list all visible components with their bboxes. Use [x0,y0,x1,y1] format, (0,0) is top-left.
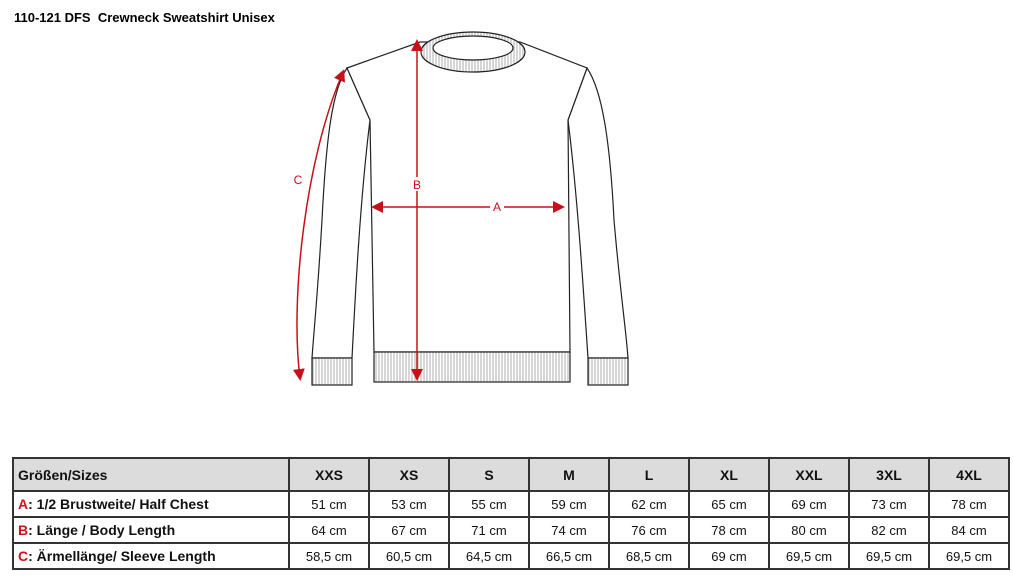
header-sizes: Größen/Sizes [12,457,290,492]
left-cuff [311,357,353,386]
label-c: C [294,173,303,187]
cell: 68,5 cm [608,542,690,570]
right-cuff [587,357,629,386]
cell: 58,5 cm [288,542,370,570]
size-table: Größen/Sizes XXS XS S M L XL XXL 3XL 4XL… [12,457,1010,570]
size-header: XS [368,457,450,492]
size-header: XXL [768,457,850,492]
cell: 59 cm [528,490,610,518]
table-row: A: 1/2 Brustweite/ Half Chest 51 cm 53 c… [12,490,1010,518]
cell: 82 cm [848,516,930,544]
size-header: XL [688,457,770,492]
size-header: 4XL [928,457,1010,492]
size-header: 3XL [848,457,930,492]
label-a: A [493,200,501,214]
size-header: S [448,457,530,492]
cell: 55 cm [448,490,530,518]
cell: 69 cm [768,490,850,518]
sweatshirt-outline [311,31,629,386]
arrow-c [292,69,345,381]
chart-title: 110-121 DFS Crewneck Sweatshirt Unisex [14,10,275,25]
neck-opening [432,35,514,61]
cell: 78 cm [688,516,770,544]
right-sleeve [567,66,629,359]
row-label: A: 1/2 Brustweite/ Half Chest [12,490,290,518]
cell: 60,5 cm [368,542,450,570]
body [346,41,588,353]
cell: 64 cm [288,516,370,544]
cell: 84 cm [928,516,1010,544]
cell: 71 cm [448,516,530,544]
cell: 76 cm [608,516,690,544]
cell: 51 cm [288,490,370,518]
cell: 62 cm [608,490,690,518]
table-row: C: Ärmellänge/ Sleeve Length 58,5 cm 60,… [12,542,1010,570]
cell: 80 cm [768,516,850,544]
hem-rib [373,351,571,383]
cell: 65 cm [688,490,770,518]
cell: 69,5 cm [928,542,1010,570]
cell: 66,5 cm [528,542,610,570]
cell: 69 cm [688,542,770,570]
cell: 78 cm [928,490,1010,518]
sweatshirt-diagram: C B A [291,31,629,386]
cell: 74 cm [528,516,610,544]
cell: 73 cm [848,490,930,518]
size-header: L [608,457,690,492]
cell: 69,5 cm [768,542,850,570]
cell: 67 cm [368,516,450,544]
left-sleeve [311,66,371,359]
header-row: Größen/Sizes XXS XS S M L XL XXL 3XL 4XL [12,457,1010,492]
cell: 64,5 cm [448,542,530,570]
label-b: B [413,178,421,192]
cell: 53 cm [368,490,450,518]
size-header: M [528,457,610,492]
cell: 69,5 cm [848,542,930,570]
table-row: B: Länge / Body Length 64 cm 67 cm 71 cm… [12,516,1010,544]
row-label: B: Länge / Body Length [12,516,290,544]
row-label: C: Ärmellänge/ Sleeve Length [12,542,290,570]
size-header: XXS [288,457,370,492]
